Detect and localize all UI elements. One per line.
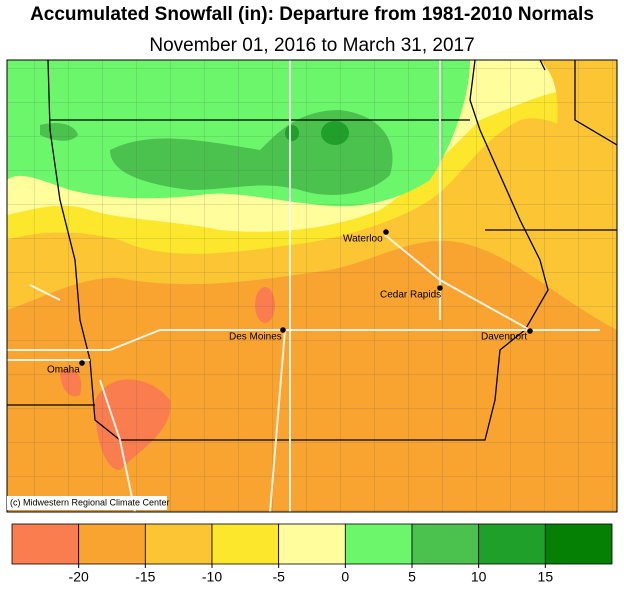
- city-label: Davenport: [481, 332, 527, 343]
- subtitle: November 01, 2016 to March 31, 2017: [149, 35, 474, 56]
- city-dot: [280, 327, 286, 333]
- map-frame: [6, 59, 618, 513]
- legend-tick-label: -15: [135, 569, 155, 585]
- legend-swatch: [344, 523, 413, 565]
- city-dot: [527, 328, 533, 334]
- legend-swatch: [78, 523, 146, 565]
- city-dot: [437, 285, 443, 291]
- legend-swatch: [544, 523, 613, 565]
- city-dot: [79, 360, 85, 366]
- city-markers: Waterloo Cedar Rapids Des Moines Davenpo…: [47, 229, 533, 376]
- legend-tick-label: 5: [408, 569, 416, 585]
- title: Accumulated Snowfall (in): Departure fro…: [30, 4, 594, 25]
- legend-tick-label: 10: [471, 569, 487, 585]
- city-dot: [383, 229, 389, 235]
- legend-tick-label: 0: [341, 569, 349, 585]
- legend-tick-label: -5: [272, 569, 285, 585]
- credit: (c) Midwestern Regional Climate Center: [10, 497, 170, 507]
- legend-swatch: [211, 523, 280, 565]
- city-label: Des Moines: [229, 332, 282, 343]
- legend-swatch: [478, 523, 546, 565]
- legend-swatch: [144, 523, 213, 565]
- legend-tick-label: -10: [202, 569, 222, 585]
- color-legend: -20 -15 -10 -5 0 5 10 15: [11, 523, 613, 585]
- legend-tick-label: 15: [538, 569, 554, 585]
- legend-swatch: [278, 523, 346, 565]
- city-label: Omaha: [47, 365, 80, 376]
- legend-tick-label: -20: [69, 569, 89, 585]
- city-label: Waterloo: [343, 234, 383, 245]
- legend-swatch: [411, 523, 480, 565]
- map: [7, 60, 617, 512]
- credit-box: [7, 496, 167, 510]
- legend-swatch: [11, 523, 80, 565]
- city-label: Cedar Rapids: [380, 290, 441, 301]
